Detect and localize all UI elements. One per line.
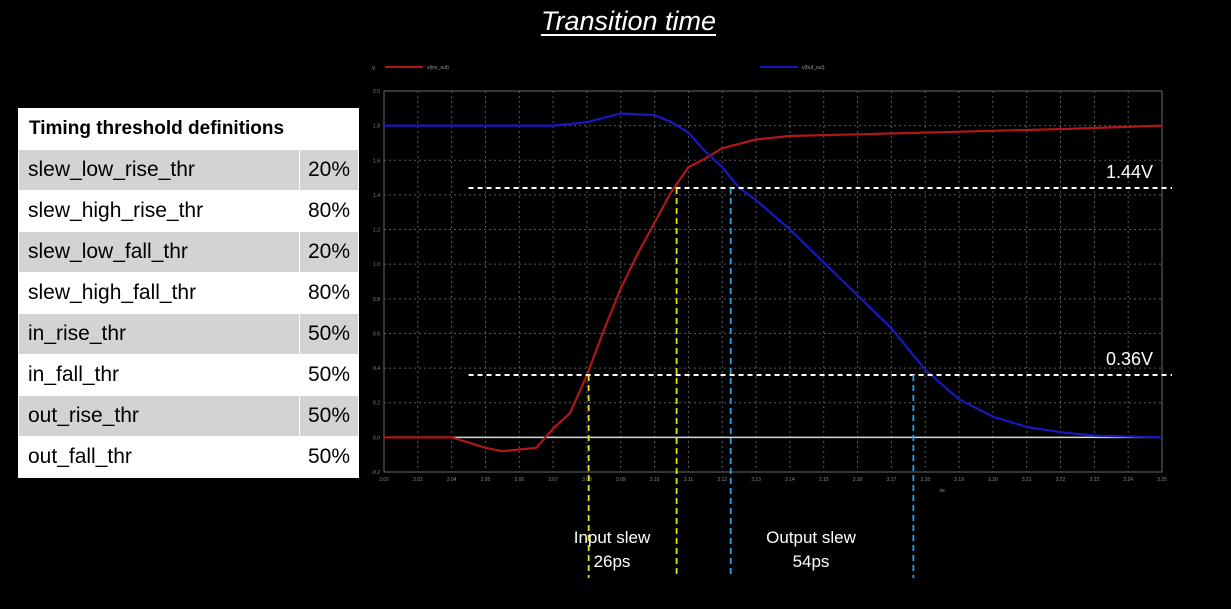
table-row: in_rise_thr 50% <box>18 313 360 355</box>
table-row: slew_high_fall_thr 80% <box>18 272 360 314</box>
plot-frame <box>383 90 1163 473</box>
threshold-value: 50% <box>298 436 360 478</box>
input-slew-label: Input slew 26ps <box>566 526 658 574</box>
table-row: out_rise_thr 50% <box>18 395 360 437</box>
x-tick-label: 3.02 <box>379 477 389 483</box>
threshold-value: 80% <box>298 190 360 232</box>
x-tick-label: 3.08 <box>582 477 592 483</box>
x-tick-label: 3.20 <box>988 477 998 483</box>
x-tick-label: 3.19 <box>954 477 964 483</box>
output-slew-title: Output slew <box>766 528 856 547</box>
x-tick-label: 3.09 <box>616 477 626 483</box>
y-tick-label: 1.0 <box>373 262 380 268</box>
threshold-value: 50% <box>298 354 360 396</box>
x-tick-label: 3.05 <box>481 477 491 483</box>
y-tick-label: 1.6 <box>373 158 380 164</box>
threshold-value: 80% <box>298 272 360 314</box>
x-tick-label: 3.14 <box>785 477 795 483</box>
table-row: slew_low_rise_thr 20% <box>18 149 360 191</box>
table-row: slew_high_rise_thr 80% <box>18 190 360 232</box>
x-tick-label: 3.12 <box>717 477 727 483</box>
input-slew-title: Input slew <box>573 528 651 547</box>
y-tick-label: 1.8 <box>373 124 380 130</box>
x-axis-label: ns <box>939 488 945 494</box>
y-tick-label: 0.0 <box>373 435 380 441</box>
x-tick-label: 3.04 <box>447 477 457 483</box>
threshold-value: 20% <box>298 149 360 191</box>
x-tick-label: 3.18 <box>920 477 930 483</box>
x-tick-label: 3.06 <box>514 477 524 483</box>
x-tick-label: 3.25 <box>1157 477 1167 483</box>
legend-label: v(inv_out) <box>427 65 449 71</box>
threshold-table: Timing threshold definitions slew_low_ri… <box>18 108 360 478</box>
threshold-name: slew_low_fall_thr <box>18 231 300 273</box>
x-tick-label: 3.07 <box>548 477 558 483</box>
y-tick-label: 0.6 <box>373 331 380 337</box>
x-tick-label: 3.15 <box>819 477 829 483</box>
threshold-value: 50% <box>298 313 360 355</box>
ref-label-low: 0.36V <box>1106 349 1154 369</box>
ref-label-high: 1.44V <box>1106 162 1154 182</box>
table-row: slew_low_fall_thr 20% <box>18 231 360 273</box>
threshold-name: in_rise_thr <box>18 313 300 355</box>
series-line <box>384 124 1163 453</box>
threshold-value: 50% <box>298 395 360 437</box>
input-slew-value: 26ps <box>593 552 631 571</box>
threshold-name: in_fall_thr <box>18 354 300 396</box>
series-line <box>384 112 1163 439</box>
table-header-blank <box>298 108 360 150</box>
threshold-name: out_rise_thr <box>18 395 300 437</box>
y-tick-label: -0.2 <box>371 470 380 476</box>
threshold-name: slew_high_rise_thr <box>18 190 300 232</box>
y-axis-label: V <box>372 66 376 72</box>
table-row: in_fall_thr 50% <box>18 354 360 396</box>
x-tick-label: 3.23 <box>1089 477 1099 483</box>
x-tick-label: 3.03 <box>413 477 423 483</box>
y-tick-label: 0.4 <box>373 366 380 372</box>
threshold-name: out_fall_thr <box>18 436 300 478</box>
y-tick-label: 1.2 <box>373 228 380 234</box>
threshold-name: slew_high_fall_thr <box>18 272 300 314</box>
table-row: out_fall_thr 50% <box>18 436 360 478</box>
y-tick-label: 1.4 <box>373 193 380 199</box>
table-header: Timing threshold definitions <box>18 108 300 150</box>
x-tick-label: 3.10 <box>650 477 660 483</box>
x-tick-label: 3.13 <box>751 477 761 483</box>
y-tick-label: 0.2 <box>373 401 380 407</box>
x-tick-label: 3.24 <box>1123 477 1133 483</box>
slide-title: Transition time <box>540 6 717 36</box>
x-tick-label: 3.16 <box>853 477 863 483</box>
output-slew-label: Output slew 54ps <box>716 526 906 574</box>
y-tick-label: 2.0 <box>373 89 380 95</box>
legend-label: v(buf_out) <box>802 65 825 71</box>
output-slew-value: 54ps <box>792 552 830 571</box>
y-tick-label: 0.8 <box>373 297 380 303</box>
x-tick-label: 3.21 <box>1022 477 1032 483</box>
x-tick-label: 3.11 <box>684 477 694 483</box>
x-tick-label: 3.17 <box>887 477 897 483</box>
x-tick-label: 3.22 <box>1056 477 1066 483</box>
